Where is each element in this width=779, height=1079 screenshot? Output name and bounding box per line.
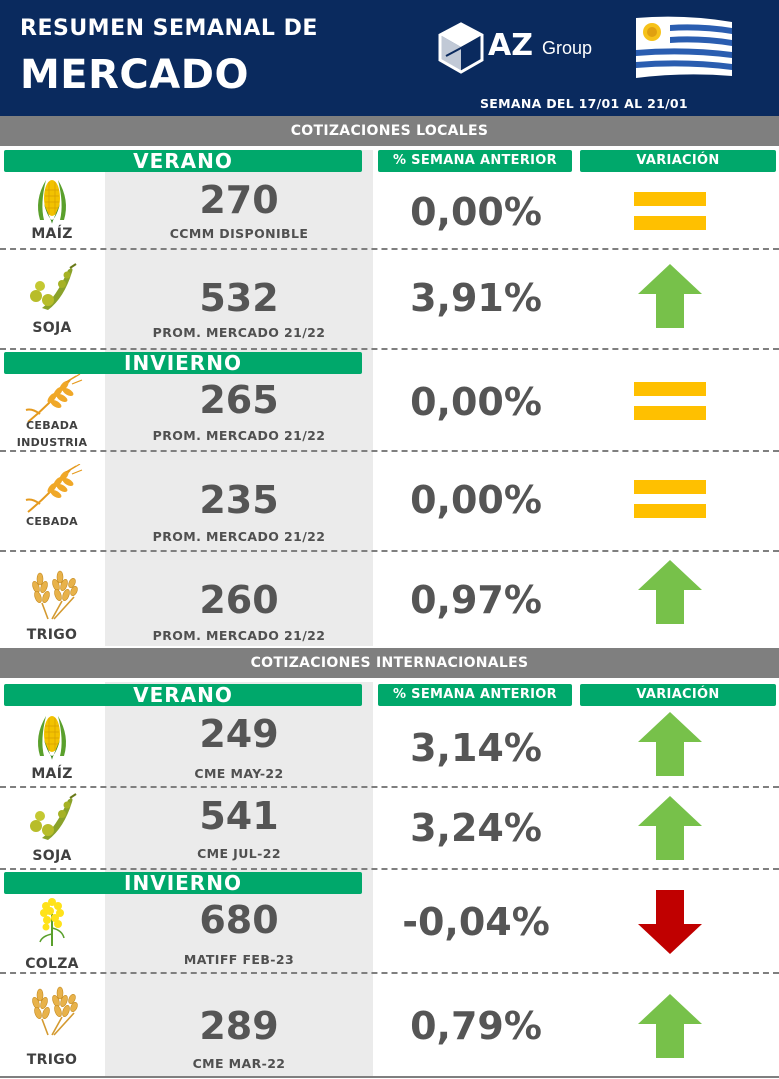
section-international-title: COTIZACIONES INTERNACIONALES — [0, 648, 779, 678]
crop-label: CEBADA — [26, 515, 78, 528]
az-group-logo: AZ Group — [438, 20, 608, 80]
corn-icon — [20, 174, 84, 224]
local-pct-header: % SEMANA ANTERIOR — [378, 150, 572, 172]
intl-verano-label: VERANO — [4, 684, 362, 707]
crop-label: TRIGO — [26, 1052, 78, 1068]
section-local-title: COTIZACIONES LOCALES — [0, 116, 779, 146]
barley-icon — [20, 374, 84, 424]
equal-icon — [630, 372, 710, 436]
price-value: 680 — [199, 898, 279, 942]
price-reference: MATIFF FEB-23 — [183, 952, 295, 967]
price-reference: CME MAY-22 — [194, 766, 284, 781]
soybean-icon — [20, 792, 84, 842]
week-range: SEMANA DEL 17/01 AL 21/01 — [480, 96, 688, 111]
row-divider — [0, 348, 779, 350]
arrow-down-icon — [630, 890, 710, 954]
crop-label: SOJA — [32, 848, 72, 864]
price-value: 260 — [199, 578, 279, 622]
logo-text: AZ — [488, 28, 533, 63]
price-value: 249 — [199, 712, 279, 756]
crop-label-line1: CEBADA — [26, 419, 78, 432]
pct-change: 3,91% — [410, 276, 542, 320]
row-divider — [0, 868, 779, 870]
header-title-line1: RESUMEN SEMANAL DE — [20, 16, 318, 41]
local-row-trigo: TRIGO 260 PROM. MERCADO 21/22 0,97% — [0, 552, 779, 648]
crop-label: TRIGO — [26, 627, 78, 643]
pct-change: 0,97% — [410, 578, 542, 622]
price-reference: PROM. MERCADO 21/22 — [152, 428, 326, 443]
pct-change: 0,79% — [410, 1004, 542, 1048]
az-cube-icon — [438, 22, 484, 74]
row-divider — [0, 550, 779, 552]
crop-label: MAÍZ — [31, 766, 73, 782]
intl-row-maiz: MAÍZ 249 CME MAY-22 3,14% — [0, 706, 779, 786]
price-value: 270 — [199, 178, 279, 222]
arrow-up-icon — [630, 264, 710, 328]
pct-change: 0,00% — [410, 380, 542, 424]
rapeseed-icon — [20, 896, 84, 946]
local-price-column — [105, 150, 373, 646]
row-divider — [0, 786, 779, 788]
price-reference: CME MAR-22 — [192, 1056, 286, 1071]
wheat-icon — [20, 980, 84, 1040]
price-reference: PROM. MERCADO 21/22 — [152, 325, 326, 340]
uruguay-flag-icon — [636, 16, 732, 79]
crop-label: SOJA — [32, 320, 72, 336]
intl-row-soja: SOJA 541 CME JUL-22 3,24% — [0, 788, 779, 868]
crop-label-line2: INDUSTRIA — [16, 436, 88, 449]
row-divider — [0, 450, 779, 452]
logo-subtext: Group — [542, 38, 593, 58]
price-reference: CCMM DISPONIBLE — [169, 226, 309, 241]
barley-icon — [20, 464, 84, 514]
local-invierno-label: INVIERNO — [4, 352, 362, 375]
intl-invierno-label: INVIERNO — [4, 872, 362, 895]
equal-icon — [630, 182, 710, 246]
report-header: RESUMEN SEMANAL DE MERCADO AZ Group SEMA… — [0, 0, 779, 116]
arrow-up-icon — [630, 796, 710, 860]
local-row-maiz: MAÍZ 270 CCMM DISPONIBLE 0,00% — [0, 172, 779, 248]
header-title-line2: MERCADO — [20, 52, 249, 98]
price-value: 235 — [199, 478, 279, 522]
crop-label: MAÍZ — [31, 226, 73, 242]
arrow-up-icon — [630, 712, 710, 776]
row-divider — [0, 248, 779, 250]
arrow-up-icon — [630, 560, 710, 624]
pct-change: 0,00% — [410, 478, 542, 522]
row-divider — [0, 972, 779, 974]
local-row-soja: SOJA 532 PROM. MERCADO 21/22 3,91% — [0, 250, 779, 348]
price-reference: CME JUL-22 — [197, 846, 281, 861]
price-value: 289 — [199, 1004, 279, 1048]
local-row-cebada-industria: CEBADA INDUSTRIA 265 PROM. MERCADO 21/22… — [0, 374, 779, 450]
equal-icon — [630, 470, 710, 534]
crop-label: COLZA — [25, 956, 79, 972]
pct-change: 0,00% — [410, 190, 542, 234]
local-verano-label: VERANO — [4, 150, 362, 173]
price-value: 532 — [199, 276, 279, 320]
local-var-header: VARIACIÓN — [580, 150, 776, 172]
intl-pct-header: % SEMANA ANTERIOR — [378, 684, 572, 706]
wheat-icon — [20, 566, 84, 622]
arrow-up-icon — [630, 994, 710, 1058]
price-value: 265 — [199, 378, 279, 422]
corn-icon — [20, 710, 84, 760]
price-reference: PROM. MERCADO 21/22 — [152, 628, 326, 643]
soybean-icon — [20, 262, 84, 312]
price-value: 541 — [199, 794, 279, 838]
intl-row-colza: COLZA 680 MATIFF FEB-23 -0,04% — [0, 894, 779, 972]
bottom-border — [0, 1076, 779, 1078]
pct-change: 3,24% — [410, 806, 542, 850]
local-row-cebada: CEBADA 235 PROM. MERCADO 21/22 0,00% — [0, 452, 779, 550]
pct-change: -0,04% — [402, 900, 550, 944]
price-reference: PROM. MERCADO 21/22 — [152, 529, 326, 544]
intl-var-header: VARIACIÓN — [580, 684, 776, 706]
intl-row-trigo: TRIGO 289 CME MAR-22 0,79% — [0, 974, 779, 1076]
pct-change: 3,14% — [410, 726, 542, 770]
